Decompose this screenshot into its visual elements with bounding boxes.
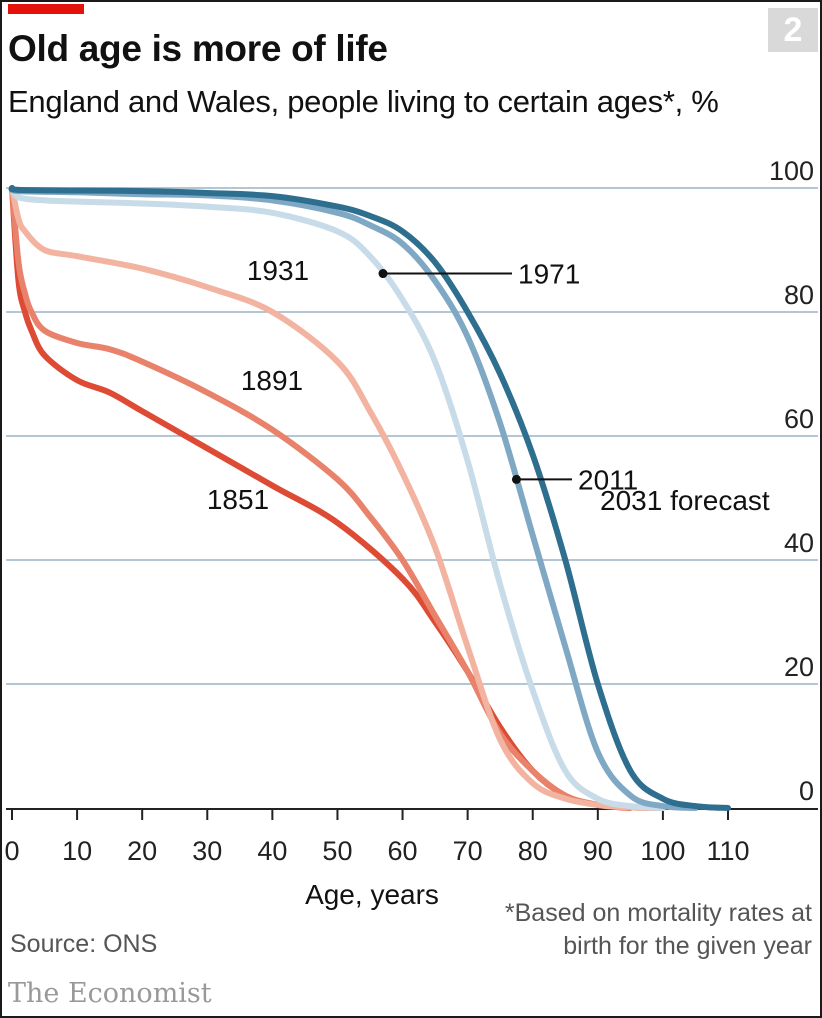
annotation-label-1891: 1891 <box>241 365 303 396</box>
x-tick-label-90: 90 <box>583 836 613 866</box>
y-tick-label-80: 80 <box>784 280 814 310</box>
x-tick-label-40: 40 <box>257 836 287 866</box>
x-tick-label-60: 60 <box>388 836 418 866</box>
annotation-label-1931: 1931 <box>247 255 309 286</box>
y-tick-label-60: 60 <box>784 404 814 434</box>
economist-logo: The Economist <box>8 978 212 1009</box>
source-note: Source: ONS <box>10 930 158 958</box>
annotation-dot-2011 <box>511 474 521 484</box>
x-tick-label-10: 10 <box>62 836 92 866</box>
brand-red-tag <box>8 4 84 14</box>
footnote-line-1: *Based on mortality rates at <box>504 899 812 927</box>
x-tick-label-0: 0 <box>4 836 19 866</box>
footnote: *Based on mortality rates at birth for t… <box>505 897 812 963</box>
x-tick-label-100: 100 <box>640 836 685 866</box>
footnote-line-2: birth for the given year <box>563 932 812 960</box>
y-tick-label-100: 100 <box>769 156 814 186</box>
annotation-label-1851: 1851 <box>207 484 269 515</box>
x-axis-title: Age, years <box>305 879 439 910</box>
x-tick-label-30: 30 <box>192 836 222 866</box>
annotation-label-2011: 2011 <box>578 464 638 495</box>
x-tick-label-70: 70 <box>453 836 483 866</box>
y-tick-label-40: 40 <box>784 528 814 558</box>
annotation-label-2031-forecast: 2031 forecast <box>600 485 770 516</box>
series-line-2011 <box>8 185 699 811</box>
x-tick-label-80: 80 <box>518 836 548 866</box>
series-line-2031-forecast <box>8 185 731 811</box>
chart-number-badge: 2 <box>768 8 818 52</box>
x-tick-label-110: 110 <box>706 836 749 866</box>
y-tick-label-0: 0 <box>799 776 814 806</box>
series-line-1931 <box>9 185 666 811</box>
x-tick-label-20: 20 <box>127 836 157 866</box>
x-tick-label-50: 50 <box>322 836 352 866</box>
annotation-dot-1971 <box>378 269 388 279</box>
chart-title: Old age is more of life <box>8 28 388 69</box>
chart-subtitle: England and Wales, people living to cert… <box>8 84 719 119</box>
annotation-label-1971: 1971 <box>518 259 580 290</box>
series-line-1971 <box>9 185 666 811</box>
series-line-1891 <box>9 185 666 811</box>
y-tick-label-20: 20 <box>784 652 814 682</box>
